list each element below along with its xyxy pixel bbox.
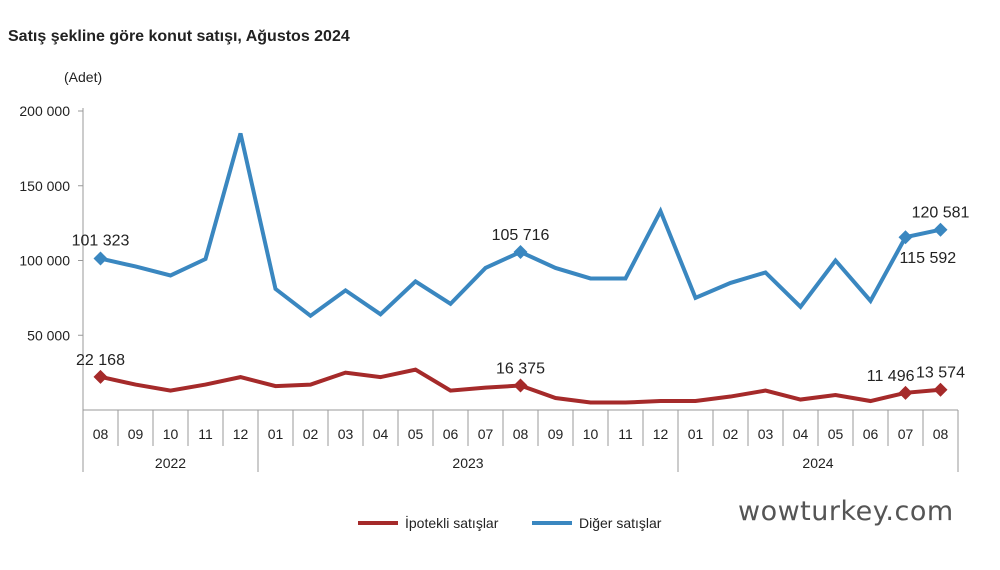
data-label: 13 574	[916, 365, 965, 382]
year-label: 2022	[155, 455, 186, 471]
x-tick-label: 04	[373, 426, 389, 442]
x-tick-label: 02	[303, 426, 319, 442]
x-tick-label: 11	[618, 426, 633, 442]
data-label: 11 496	[867, 368, 915, 385]
year-label: 2023	[452, 455, 483, 471]
x-tick-label: 01	[268, 426, 284, 442]
data-point-marker	[933, 222, 948, 237]
year-label: 2024	[802, 455, 833, 471]
data-label: 120 581	[912, 205, 970, 222]
x-tick-label: 01	[688, 426, 704, 442]
legend-label: İpotekli satışlar	[405, 514, 499, 531]
data-point-marker	[513, 244, 528, 259]
y-axis-label: (Adet)	[64, 69, 102, 85]
data-point-marker	[898, 230, 913, 245]
x-tick-label: 08	[513, 426, 529, 442]
x-tick-label: 03	[758, 426, 774, 442]
x-tick-label: 10	[163, 426, 179, 442]
data-label: 115 592	[900, 250, 957, 267]
data-point-marker	[933, 382, 948, 397]
x-tick-label: 02	[723, 426, 739, 442]
y-tick-label: 50 000	[27, 327, 70, 343]
x-tick-label: 06	[443, 426, 459, 442]
x-tick-label: 03	[338, 426, 354, 442]
data-label: 101 323	[72, 233, 130, 250]
data-point-marker	[93, 251, 108, 266]
chart-title: Satış şekline göre konut satışı, Ağustos…	[8, 28, 350, 45]
x-tick-label: 09	[128, 426, 144, 442]
x-tick-label: 09	[548, 426, 564, 442]
x-tick-label: 10	[583, 426, 599, 442]
data-label: 105 716	[492, 227, 550, 244]
x-tick-label: 05	[828, 426, 844, 442]
x-tick-label: 12	[233, 426, 249, 442]
watermark: wowturkey.com	[738, 496, 954, 527]
data-label: 22 168	[76, 352, 125, 369]
x-tick-label: 07	[898, 426, 914, 442]
x-tick-label: 05	[408, 426, 424, 442]
series-line-1	[100, 132, 941, 319]
data-point-marker	[898, 385, 913, 400]
legend-label: Diğer satışlar	[579, 515, 662, 531]
x-tick-label: 08	[93, 426, 109, 442]
x-tick-label: 06	[863, 426, 879, 442]
y-tick-label: 100 000	[19, 253, 70, 269]
x-tick-label: 07	[478, 426, 494, 442]
data-point-marker	[93, 369, 108, 384]
data-label: 16 375	[496, 361, 545, 378]
x-tick-label: 08	[933, 426, 949, 442]
y-tick-label: 200 000	[19, 103, 70, 119]
x-tick-label: 12	[653, 426, 669, 442]
x-tick-label: 11	[198, 426, 213, 442]
data-point-marker	[513, 378, 528, 393]
x-tick-label: 04	[793, 426, 809, 442]
y-tick-label: 150 000	[19, 178, 70, 194]
